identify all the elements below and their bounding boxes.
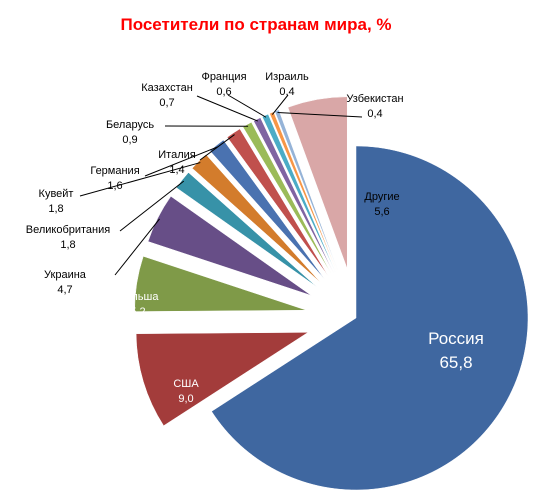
label-value-россия: 65,8 — [439, 353, 472, 372]
label-value-украина: 4,7 — [57, 284, 72, 296]
slice-сша — [135, 332, 309, 427]
label-name-израиль: Израиль — [265, 71, 309, 83]
label-value-другие: 5,6 — [374, 206, 389, 218]
label-name-беларусь: Беларусь — [106, 119, 154, 131]
slice-другие — [287, 96, 348, 269]
label-value-великобритания: 1,8 — [60, 239, 75, 251]
label-name-казахстан: Казахстан — [141, 82, 193, 94]
slice-германия — [209, 139, 325, 280]
label-name-кувейт: Кувейт — [39, 188, 74, 200]
label-name-франция: Франция — [201, 71, 246, 83]
label-name-узбекистан: Узбекистан — [346, 93, 403, 105]
label-name-другие: Другие — [364, 191, 399, 203]
leader-line-израиль — [271, 94, 289, 115]
label-name-россия: Россия — [428, 329, 484, 348]
leader-lines-layer — [79, 94, 363, 276]
slice-франция — [261, 113, 336, 273]
label-name-великобритания: Великобритания — [26, 224, 111, 236]
leader-line-великобритания — [119, 180, 185, 232]
label-value-кувейт: 1,8 — [48, 203, 63, 215]
label-value-сша: 9,0 — [178, 393, 193, 405]
slice-россия — [211, 145, 529, 491]
label-value-израиль: 0,4 — [279, 86, 294, 98]
label-value-казахстан: 0,7 — [159, 97, 174, 109]
slice-польша — [134, 255, 307, 312]
slice-украина — [147, 195, 312, 296]
label-value-германия: 1,6 — [107, 180, 122, 192]
chart-title: Посетители по странам мира, % — [120, 15, 391, 34]
slice-казахстан — [253, 117, 334, 274]
slice-беларусь — [242, 121, 332, 275]
leader-line-кувейт — [79, 162, 201, 197]
label-value-италия: 1,4 — [169, 164, 184, 176]
label-value-узбекистан: 0,4 — [367, 108, 382, 120]
slice-израиль — [269, 111, 338, 272]
leader-line-казахстан — [196, 95, 259, 122]
label-name-италия: Италия — [158, 149, 196, 161]
leader-line-франция — [227, 94, 267, 118]
slice-великобритания — [175, 172, 318, 288]
leader-line-италия — [199, 134, 235, 161]
label-value-польша: 5,2 — [130, 306, 145, 318]
label-name-сша: США — [173, 378, 199, 390]
slice-италия — [226, 128, 329, 277]
leader-line-узбекистан — [277, 111, 363, 118]
slice-кувейт — [191, 154, 321, 283]
leader-line-германия — [144, 146, 218, 177]
label-name-германия: Германия — [90, 165, 139, 177]
label-value-франция: 0,6 — [216, 86, 231, 98]
label-value-беларусь: 0,9 — [122, 134, 137, 146]
slices-layer — [134, 96, 529, 491]
data-labels-layer: Россия 65,8 США 9,0 Польша 5,2 Украина 4,7 Велик… — [26, 71, 484, 405]
leader-line-украина — [114, 218, 160, 276]
label-name-украина: Украина — [44, 269, 87, 281]
label-name-польша: Польша — [118, 291, 160, 303]
